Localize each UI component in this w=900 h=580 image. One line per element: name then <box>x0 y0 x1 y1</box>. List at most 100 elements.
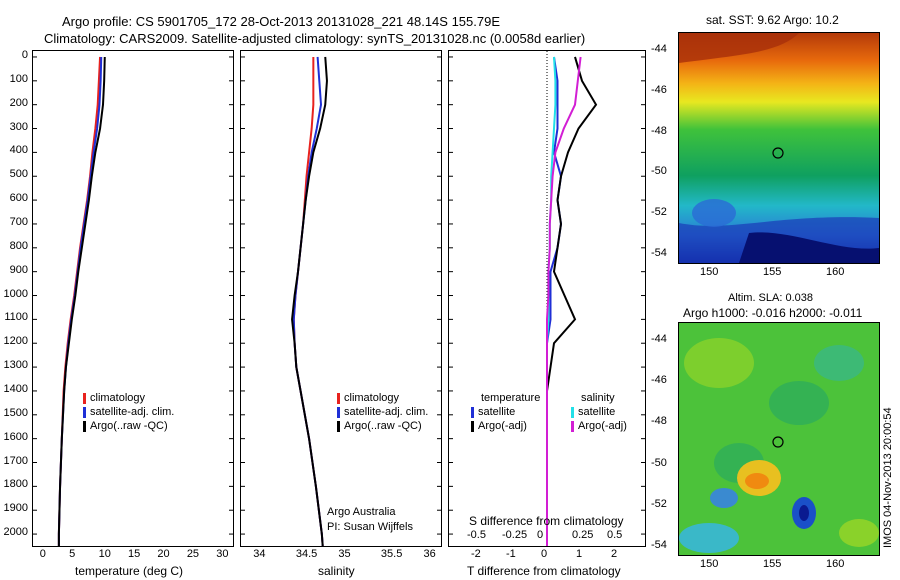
map-lat-tick-label: -50 <box>651 456 667 469</box>
legend-climatology: climatology <box>344 392 400 404</box>
map-lat-tick-label: -48 <box>651 415 667 428</box>
t-diff-tick-label: 2 <box>611 548 618 560</box>
sla-map-title-2: Argo h1000: -0.016 h2000: -0.011 <box>683 306 863 320</box>
map-lon-tick-label: 155 <box>763 266 782 278</box>
salinity-tick-label: 34 <box>253 548 266 560</box>
t-diff-tick-label: -1 <box>506 548 516 560</box>
map-lat-tick-label: -54 <box>651 247 667 259</box>
temperature-diff-legend: temperature satellite Argo(-adj) <box>471 391 540 433</box>
t-diff-tick-label: 1 <box>576 548 583 560</box>
salinity-tick-label: 34.5 <box>295 548 318 560</box>
series-line-3 <box>57 56 106 546</box>
depth-tick-label: 2000 <box>3 526 28 539</box>
map-lon-tick-label: 160 <box>826 558 845 570</box>
difference-plot <box>449 51 645 546</box>
salinity-tick-label: 35.5 <box>380 548 403 560</box>
s-diff-tick-label: 0 <box>537 529 544 541</box>
series-line-2 <box>292 56 324 546</box>
legend-satellite: satellite-adj. clim. <box>90 406 175 418</box>
legend-t-argo: Argo(-adj) <box>478 420 527 432</box>
argo-australia-note: Argo Australia <box>327 506 396 518</box>
t-diff-tick-label: 0 <box>541 548 548 560</box>
map-lat-tick-label: -52 <box>651 206 667 219</box>
temperature-plot <box>33 56 233 546</box>
map-lon-tick-label: 150 <box>700 558 719 570</box>
map-lat-tick-label: -50 <box>651 165 667 178</box>
map-lat-tick-label: -48 <box>651 124 667 137</box>
depth-tick-label: 1400 <box>3 382 28 395</box>
s-diff-tick-label: -0.5 <box>467 529 486 541</box>
sla-map-title-1: Altim. SLA: 0.038 <box>728 292 813 304</box>
salinity-panel: climatology satellite-adj. clim. Argo(..… <box>240 50 442 547</box>
s-difference-label: S difference from climatology <box>469 514 624 528</box>
salinity-diff-legend: salinity satellite Argo(-adj) <box>571 391 627 433</box>
s-diff-tick-label: 0.5 <box>607 529 623 541</box>
legend-t-satellite: satellite <box>478 406 516 418</box>
depth-tick-label: 400 <box>9 144 28 157</box>
map-lat-tick-label: -44 <box>651 333 667 345</box>
title-line-2: Climatology: CARS2009. Satellite-adjuste… <box>44 31 586 46</box>
depth-tick-label: 1500 <box>3 406 28 419</box>
depth-tick-label: 300 <box>9 120 28 133</box>
argo-position-marker <box>772 147 784 159</box>
depth-tick-label: 900 <box>9 263 28 276</box>
map-lat-tick-label: -46 <box>651 374 667 387</box>
temperature-tick-label: 15 <box>128 548 141 560</box>
difference-panel: temperature satellite Argo(-adj) salinit… <box>448 50 646 547</box>
argo-position-marker <box>772 436 784 448</box>
sla-map <box>678 322 880 556</box>
depth-tick-label: 1200 <box>3 335 28 348</box>
series-line-1 <box>57 56 102 546</box>
temperature-tick-label: 5 <box>69 548 76 560</box>
map-lat-tick-label: -52 <box>651 497 667 510</box>
map-lat-tick-label: -54 <box>651 539 667 551</box>
depth-tick-label: 200 <box>9 96 28 109</box>
salinity-plot <box>241 56 441 546</box>
temperature-tick-label: 0 <box>39 548 46 560</box>
salinity-tick-label: 36 <box>423 548 436 560</box>
map-lon-tick-label: 150 <box>700 266 719 278</box>
temperature-tick-label: 10 <box>98 548 111 560</box>
temperature-tick-label: 30 <box>216 548 229 560</box>
sst-map <box>678 32 880 264</box>
temperature-tick-label: 25 <box>186 548 200 560</box>
map-lon-tick-label: 160 <box>826 266 845 278</box>
pi-note: PI: Susan Wijffels <box>327 521 413 533</box>
depth-tick-label: 600 <box>9 192 28 205</box>
depth-tick-label: 1900 <box>3 502 28 515</box>
depth-tick-label: 1800 <box>3 478 28 491</box>
temperature-tick-label: 20 <box>157 548 170 560</box>
sst-map-image <box>679 33 879 263</box>
legend-argo: Argo(..raw -QC) <box>90 420 168 432</box>
depth-tick-label: 1100 <box>4 311 28 324</box>
legend-argo: Argo(..raw -QC) <box>344 420 422 432</box>
sla-map-image <box>679 323 879 555</box>
temperature-panel: climatology satellite-adj. clim. Argo(..… <box>32 50 234 547</box>
temperature-legend: climatology satellite-adj. clim. Argo(..… <box>83 391 174 433</box>
legend-title-temperature: temperature <box>481 392 541 404</box>
title-line-1: Argo profile: CS 5901705_172 28-Oct-2013… <box>62 14 501 29</box>
depth-tick-label: 1300 <box>3 359 28 372</box>
depth-tick-label: 1000 <box>3 287 28 300</box>
salinity-x-label: salinity <box>318 564 355 578</box>
series-line-3 <box>291 56 328 546</box>
t-difference-x-label: T difference from climatology <box>467 564 621 578</box>
map-lat-tick-label: -46 <box>651 83 667 96</box>
s-diff-tick-label: 0.25 <box>572 529 594 541</box>
map-lat-tick-label: -44 <box>651 43 667 55</box>
temperature-x-label: temperature (deg C) <box>75 564 184 578</box>
legend-s-argo: Argo(-adj) <box>578 420 627 432</box>
legend-satellite: satellite-adj. clim. <box>344 406 429 418</box>
legend-title-salinity: salinity <box>581 392 615 404</box>
depth-tick-label: 0 <box>21 48 28 61</box>
diff-series-line-4 <box>546 56 582 546</box>
salinity-tick-label: 35 <box>338 548 351 560</box>
depth-tick-label: 700 <box>9 215 28 228</box>
depth-tick-label: 1600 <box>3 430 28 443</box>
depth-tick-label: 1700 <box>3 454 28 467</box>
salinity-legend: climatology satellite-adj. clim. Argo(..… <box>337 391 428 433</box>
imos-timestamp: IMOS 04-Nov-2013 20:00:54 <box>882 407 894 548</box>
t-diff-tick-label: -2 <box>471 548 481 560</box>
map-lon-tick-label: 155 <box>763 558 782 570</box>
series-line-1 <box>292 56 324 546</box>
